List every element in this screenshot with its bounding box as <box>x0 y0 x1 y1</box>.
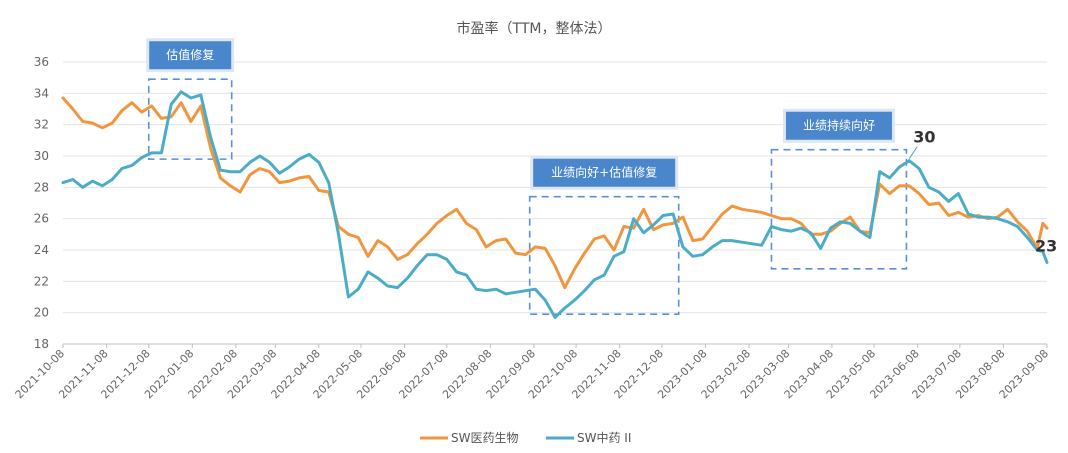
y-axis: 18 20 22 24 26 28 30 32 34 36 <box>34 55 49 351</box>
y-tick-label: 28 <box>34 180 49 194</box>
legend-label: SW中药 II <box>577 430 631 445</box>
end-labels: 30 23 <box>908 128 1057 256</box>
annotation-label: 估值修复 <box>166 47 214 62</box>
legend-label: SW医药生物 <box>451 431 518 445</box>
annotation-box <box>528 195 680 316</box>
peak-value-label: 30 <box>913 128 935 147</box>
y-tick-label: 32 <box>34 118 49 132</box>
series-line-sw-tcm <box>61 90 1049 319</box>
y-tick-label: 26 <box>34 212 49 226</box>
y-tick-label: 30 <box>34 149 49 163</box>
end-label-leader <box>908 146 918 159</box>
annotation-label: 业绩向好+估值修复 <box>551 165 657 180</box>
annotation-box <box>770 148 908 270</box>
annotation-box <box>147 78 233 160</box>
annotation-label: 业绩持续向好 <box>803 118 875 133</box>
y-tick-label: 22 <box>34 274 49 288</box>
annotation-label-bg <box>533 158 676 187</box>
y-tick-label: 20 <box>34 306 49 320</box>
x-axis: 2021-10-082021-11-082021-12-082022-01-08… <box>13 344 1051 401</box>
series-lines <box>61 90 1049 319</box>
chart-title: 市盈率（TTM，整体法） <box>457 20 612 37</box>
last-value-label: 23 <box>1035 237 1057 256</box>
legend: SW医药生物 SW中药 II <box>420 430 631 445</box>
grid-lines <box>63 61 1047 345</box>
annotation-label-bg <box>149 41 232 70</box>
series-line-sw-pharma-bio <box>61 96 1049 290</box>
y-tick-label: 18 <box>34 337 49 351</box>
y-tick-label: 36 <box>34 55 49 69</box>
annotation-label-bg <box>785 111 892 140</box>
y-tick-label: 34 <box>34 86 49 100</box>
y-tick-label: 24 <box>34 243 49 257</box>
